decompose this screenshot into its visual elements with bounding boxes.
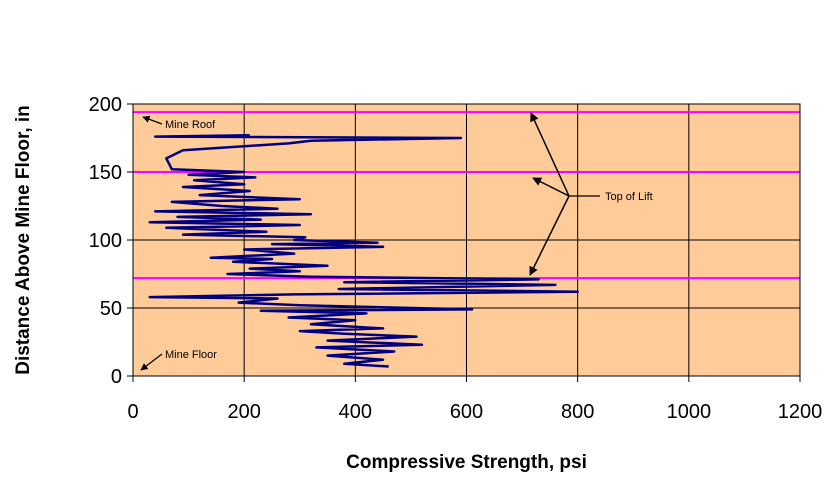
plot-border xyxy=(132,103,801,377)
y-tick-labels: 0 50 100 150 200 xyxy=(89,94,122,388)
mine-roof-arrow xyxy=(142,115,163,125)
annotations: Mine Roof Mine Floor Top of Lift xyxy=(140,112,653,371)
y-tick-label: 50 xyxy=(100,298,122,320)
top-of-lift-arrow xyxy=(529,195,570,276)
y-tick-label: 100 xyxy=(89,230,122,252)
top-of-lift-arrow xyxy=(530,112,570,197)
y-tick-label: 150 xyxy=(89,162,122,184)
mine-floor-annotation: Mine Floor xyxy=(165,349,217,361)
series-group xyxy=(148,134,579,368)
x-tick-labels: 0 200 400 600 800 1000 1200 xyxy=(127,401,822,423)
x-tick-label: 1200 xyxy=(778,401,823,423)
x-axis-title: Compressive Strength, psi xyxy=(346,452,587,473)
top-of-lift-arrow xyxy=(532,177,570,197)
x-tick-label: 200 xyxy=(227,401,260,423)
x-tick-label: 400 xyxy=(339,401,372,423)
y-tick-label: 0 xyxy=(111,366,122,388)
x-tick-label: 600 xyxy=(450,401,483,423)
mine-floor-arrow xyxy=(140,353,163,371)
y-tick-label: 200 xyxy=(89,94,122,116)
top-of-lift-annotation: Top of Lift xyxy=(605,191,653,203)
mine-roof-annotation: Mine Roof xyxy=(165,119,216,131)
x-tick-label: 1000 xyxy=(667,401,712,423)
y-axis-title: Distance Above Mine Floor, in xyxy=(13,105,34,375)
annotation-arrows xyxy=(140,112,600,371)
series-line xyxy=(148,134,579,368)
x-tick-label: 800 xyxy=(561,401,594,423)
x-tick-label: 0 xyxy=(127,401,138,423)
